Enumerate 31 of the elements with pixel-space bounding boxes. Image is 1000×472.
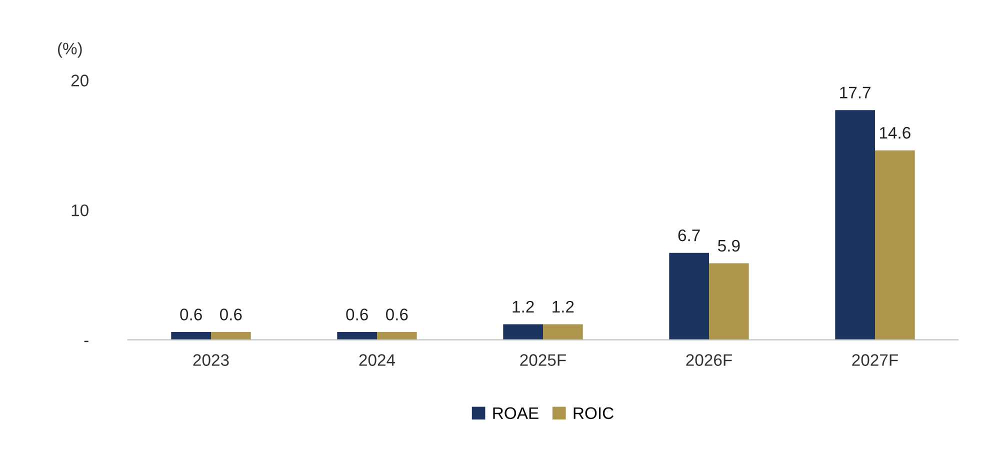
x-tick-label: 2027F	[852, 354, 898, 366]
x-tick-label: 2023	[193, 354, 229, 366]
data-label: 5.9	[718, 240, 740, 252]
bar	[875, 150, 915, 340]
data-label: 1.2	[552, 300, 574, 312]
bar	[709, 263, 749, 340]
x-tick-label: 2024	[359, 354, 396, 366]
data-label: 0.6	[346, 308, 368, 320]
bar	[503, 324, 543, 340]
data-label: 0.6	[386, 308, 408, 320]
bar	[211, 332, 251, 340]
data-label: 1.2	[512, 300, 534, 312]
bar	[543, 324, 583, 340]
bar	[337, 332, 377, 340]
y-tick-label: -	[84, 340, 88, 342]
x-tick-label: 2026F	[686, 354, 732, 366]
bar	[835, 110, 875, 340]
legend-label: ROAE	[493, 407, 538, 420]
legend-label: ROIC	[574, 407, 614, 420]
data-label: 17.7	[840, 86, 870, 98]
data-label: 14.6	[880, 126, 910, 139]
bar	[377, 332, 417, 340]
data-label: 0.6	[180, 308, 202, 320]
x-tick-label: 2025F	[520, 354, 566, 366]
data-label: 6.7	[678, 229, 700, 242]
bar	[669, 252, 709, 340]
bar	[171, 332, 211, 340]
y-tick-label: 10	[72, 204, 88, 216]
data-label: 0.6	[220, 308, 242, 320]
y-tick-label: 20	[71, 74, 88, 86]
y-axis-title: (%)	[58, 42, 82, 58]
